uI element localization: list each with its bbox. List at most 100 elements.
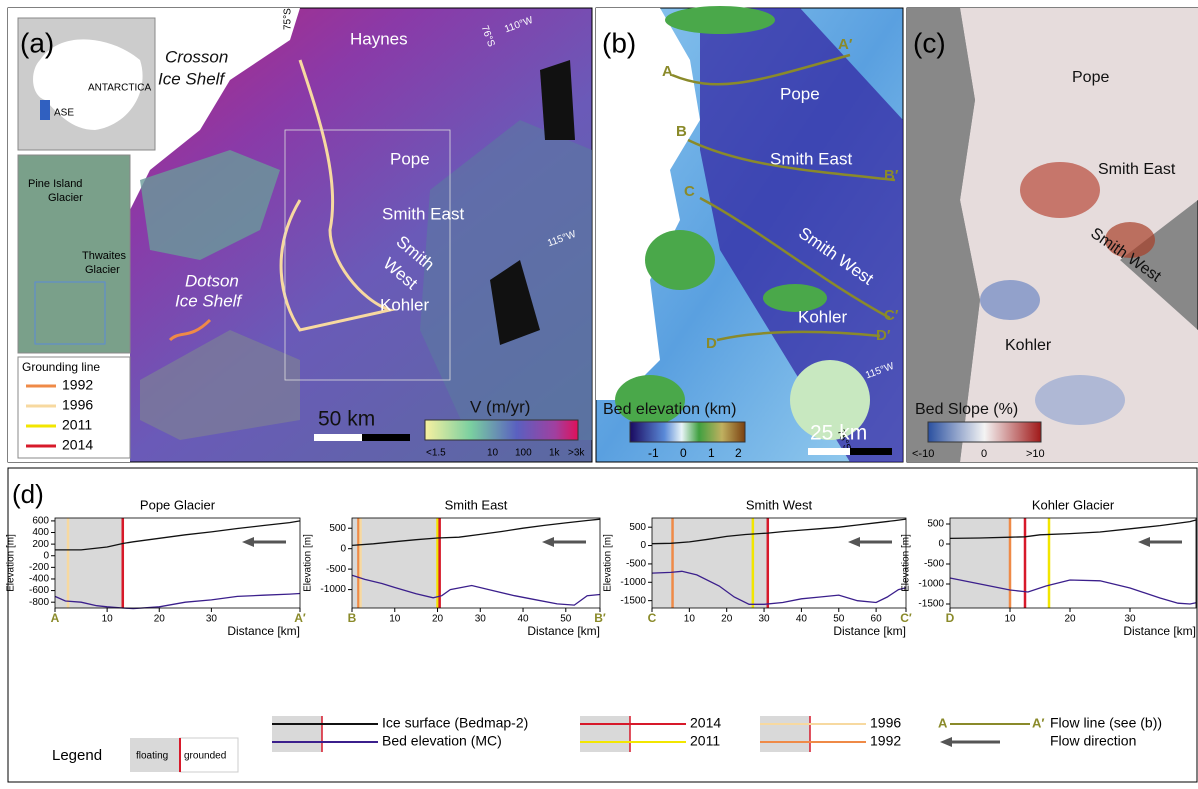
x-tick-label: 50: [833, 614, 845, 625]
slope-patch: [1035, 375, 1125, 425]
y-tick-label: 600: [32, 516, 49, 527]
page: { "panel_a": {"label": "(a)", "texts": […: [0, 0, 1198, 789]
scale-bar: [314, 434, 362, 441]
x-tick-label: 10: [684, 614, 696, 625]
colorbar-tick: 0: [680, 446, 687, 460]
colorbar: [425, 420, 578, 440]
legend-label: Bed elevation (MC): [382, 733, 502, 749]
y-axis-label: Elevation [m]: [303, 534, 314, 592]
y-tick-label: -500: [326, 564, 346, 575]
y-tick-label: -1000: [620, 577, 646, 588]
y-axis-label: Elevation [m]: [603, 534, 614, 592]
rock: [540, 60, 575, 140]
flow-arrow-head: [242, 537, 254, 547]
y-tick-label: -1000: [320, 584, 346, 595]
scale-text: 50 km: [318, 408, 375, 431]
y-tick-label: 500: [629, 522, 646, 533]
x-tick-label: A: [51, 611, 60, 625]
x-tick-label: 20: [432, 614, 444, 625]
chart-title: Pope Glacier: [140, 497, 216, 512]
scale-text: 25 km: [810, 422, 867, 445]
colorbar-title: Bed Slope (%): [915, 401, 1018, 418]
legend-label: A′: [1032, 715, 1045, 730]
map-text: Smith East: [1098, 161, 1176, 178]
chart-title: Smith West: [746, 497, 813, 512]
y-tick-label: -500: [626, 559, 646, 570]
map-text: Smith East: [770, 149, 852, 168]
colorbar-tick: -1: [648, 446, 659, 460]
y-tick-label: -500: [924, 559, 944, 570]
colorbar-tick: 2: [735, 446, 742, 460]
colorbar-tick: 1k: [549, 448, 561, 459]
x-tick-label: 20: [721, 614, 733, 625]
x-tick-label: 30: [206, 614, 218, 625]
map-text: Pine Island: [28, 178, 82, 190]
flow-label: D′: [876, 327, 891, 344]
x-tick-label: 30: [758, 614, 770, 625]
colorbar-tick: 100: [515, 448, 532, 459]
colorbar-title: Bed elevation (km): [603, 401, 736, 418]
x-axis-label: Distance [km]: [833, 624, 906, 638]
x-tick-label: B′: [594, 611, 606, 625]
colorbar-tick: <-10: [912, 448, 934, 460]
panel-label: (b): [602, 27, 636, 58]
y-tick-label: -200: [29, 562, 49, 573]
map-text: Ice Shelf: [175, 291, 243, 310]
chart-title: Smith East: [445, 497, 508, 512]
ase-box: [40, 100, 50, 120]
map-text: Kohler: [380, 295, 429, 314]
chart-title: Kohler Glacier: [1032, 497, 1115, 512]
y-tick-label: -1500: [620, 595, 646, 606]
figure: (a) ANTARCTICA ASE Pine Island Glacier T…: [0, 0, 1198, 784]
x-tick-label: 10: [389, 614, 401, 625]
map-text: Haynes: [350, 29, 408, 48]
panel-b: (b) A A′ B B′ C C′ D D′ Pope Smith East …: [596, 6, 903, 462]
map-text: Kohler: [1005, 337, 1052, 354]
colorbar-tick: 0: [981, 448, 987, 460]
floating-area: [55, 518, 123, 608]
legend-label: 2011: [62, 417, 92, 433]
colorbar: [928, 422, 1041, 442]
y-tick-label: 0: [938, 539, 944, 550]
y-tick-label: -800: [29, 597, 49, 608]
panel-label: (c): [913, 27, 946, 58]
legend-box: [580, 716, 630, 752]
x-tick-label: 10: [1004, 614, 1016, 625]
legend-label: 2011: [690, 733, 720, 749]
legend-box: [272, 716, 322, 752]
x-tick-label: C: [648, 611, 657, 625]
x-axis-label: Distance [km]: [227, 624, 300, 638]
gl-legend-title: Grounding line: [22, 360, 100, 374]
legend-label: 1996: [62, 397, 93, 413]
x-tick-label: 50: [560, 614, 572, 625]
panel-a: (a) ANTARCTICA ASE Pine Island Glacier T…: [8, 8, 592, 462]
flow-label: A′: [838, 36, 853, 53]
legend-label: Flow line (see (b)): [1050, 715, 1162, 731]
legend-label: 2014: [62, 437, 93, 453]
flow-arrow-head: [1138, 537, 1150, 547]
map-text: Glacier: [85, 264, 120, 276]
y-tick-label: 0: [340, 543, 346, 554]
colorbar-tick: >10: [1026, 448, 1045, 460]
scale-bar: [850, 448, 892, 455]
x-axis-label: Distance [km]: [527, 624, 600, 638]
y-tick-label: 0: [640, 540, 646, 551]
legend-label: 2014: [690, 715, 721, 731]
legend-text: Flow direction: [1050, 733, 1136, 749]
map-text: Dotson: [185, 271, 239, 290]
x-tick-label: 60: [871, 614, 883, 625]
y-tick-label: -1000: [918, 579, 944, 590]
colorbar-tick: <1.5: [426, 448, 446, 459]
x-tick-label: 20: [1064, 614, 1076, 625]
flow-arrow-head: [940, 737, 952, 747]
high-bed: [665, 6, 775, 34]
flow-arrow-head: [542, 537, 554, 547]
map-text: Pope: [1072, 69, 1109, 86]
flow-label: C′: [884, 307, 899, 324]
legend-label: 1992: [870, 733, 901, 749]
x-tick-label: A′: [294, 611, 306, 625]
colorbar-tick: 10: [487, 448, 499, 459]
y-tick-label: 500: [329, 523, 346, 534]
x-tick-label: C′: [900, 611, 912, 625]
